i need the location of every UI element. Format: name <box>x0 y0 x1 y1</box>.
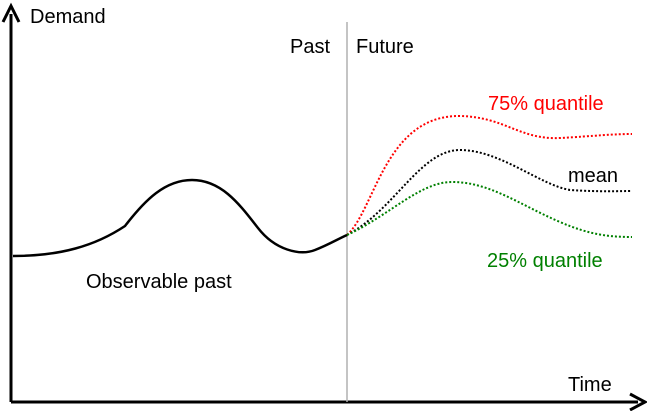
x-axis-label: Time <box>568 374 612 396</box>
q25-forecast-curve <box>346 180 633 238</box>
q75-forecast-curve <box>346 114 633 236</box>
future-label: Future <box>356 36 414 58</box>
observable-past-label: Observable past <box>86 271 232 293</box>
mean-forecast-curve <box>346 148 633 236</box>
y-axis-arrowhead <box>1 2 21 23</box>
mean-label: mean <box>568 165 618 187</box>
observable-past-curve <box>12 178 348 258</box>
past-label: Past <box>290 36 330 58</box>
x-axis-arrowhead <box>629 392 647 411</box>
q25-label: 25% quantile <box>487 250 603 272</box>
y-axis-label: Demand <box>30 6 106 28</box>
q75-label: 75% quantile <box>488 93 604 115</box>
